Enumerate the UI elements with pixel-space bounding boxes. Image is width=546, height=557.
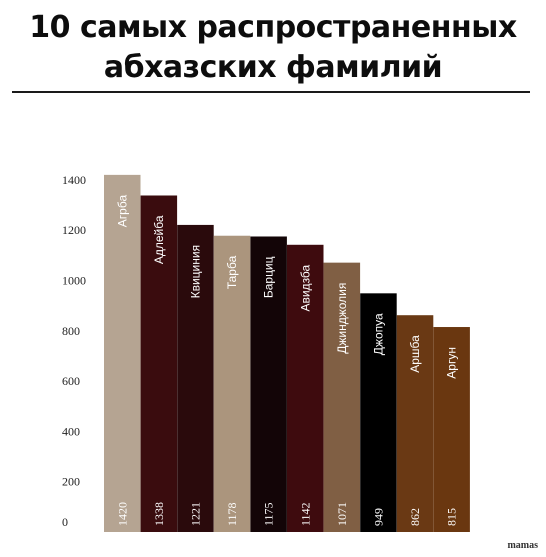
bar-category-label: Джопуа (371, 313, 385, 355)
bar-value-label: 1221 (188, 502, 202, 526)
bar-category-label: Аршба (408, 335, 422, 373)
y-tick-label: 200 (62, 475, 80, 489)
y-tick-label: 1000 (62, 274, 86, 288)
y-tick-label: 400 (62, 424, 80, 438)
bar-category-label: Барциц (262, 256, 276, 298)
bar (396, 315, 434, 532)
bar-category-label: Тарба (225, 255, 239, 289)
bar-value-label: 1178 (225, 502, 239, 526)
bar (287, 244, 324, 533)
watermark: mamas (507, 540, 538, 551)
y-tick-label: 1200 (62, 223, 86, 237)
bar-category-label: Агрба (115, 195, 129, 228)
bar-value-label: 1338 (152, 502, 166, 526)
title-line-1: 10 самых распространенных (29, 10, 517, 45)
bar (213, 235, 251, 532)
y-tick-label: 1400 (62, 173, 86, 187)
bar (360, 293, 397, 532)
title-divider (12, 91, 530, 93)
y-tick-label: 0 (62, 515, 68, 529)
bar (250, 236, 287, 533)
bar-value-label: 1420 (115, 502, 129, 526)
bar-category-label: Авидзба (298, 264, 312, 311)
bar (433, 327, 470, 532)
bar (177, 224, 214, 532)
bar-value-label: 949 (371, 508, 385, 526)
bar-value-label: 1142 (298, 502, 312, 526)
bar-category-label: Джинджолия (335, 283, 349, 354)
bar (140, 195, 178, 533)
bar-category-label: Аргун (445, 347, 459, 379)
bar-value-label: 862 (408, 508, 422, 526)
bar-category-label: Квициния (188, 245, 202, 298)
bar-category-label: Адлейба (152, 215, 166, 264)
chart-title: 10 самых распространенных абхазских фами… (0, 8, 546, 88)
bar-value-label: 1175 (262, 502, 276, 526)
bar-value-label: 1071 (335, 502, 349, 526)
bar (323, 262, 361, 532)
y-tick-label: 600 (62, 374, 80, 388)
y-tick-label: 800 (62, 324, 80, 338)
bar (104, 174, 141, 532)
title-line-2: абхазских фамилий (103, 50, 443, 85)
bar-value-label: 815 (445, 508, 459, 526)
